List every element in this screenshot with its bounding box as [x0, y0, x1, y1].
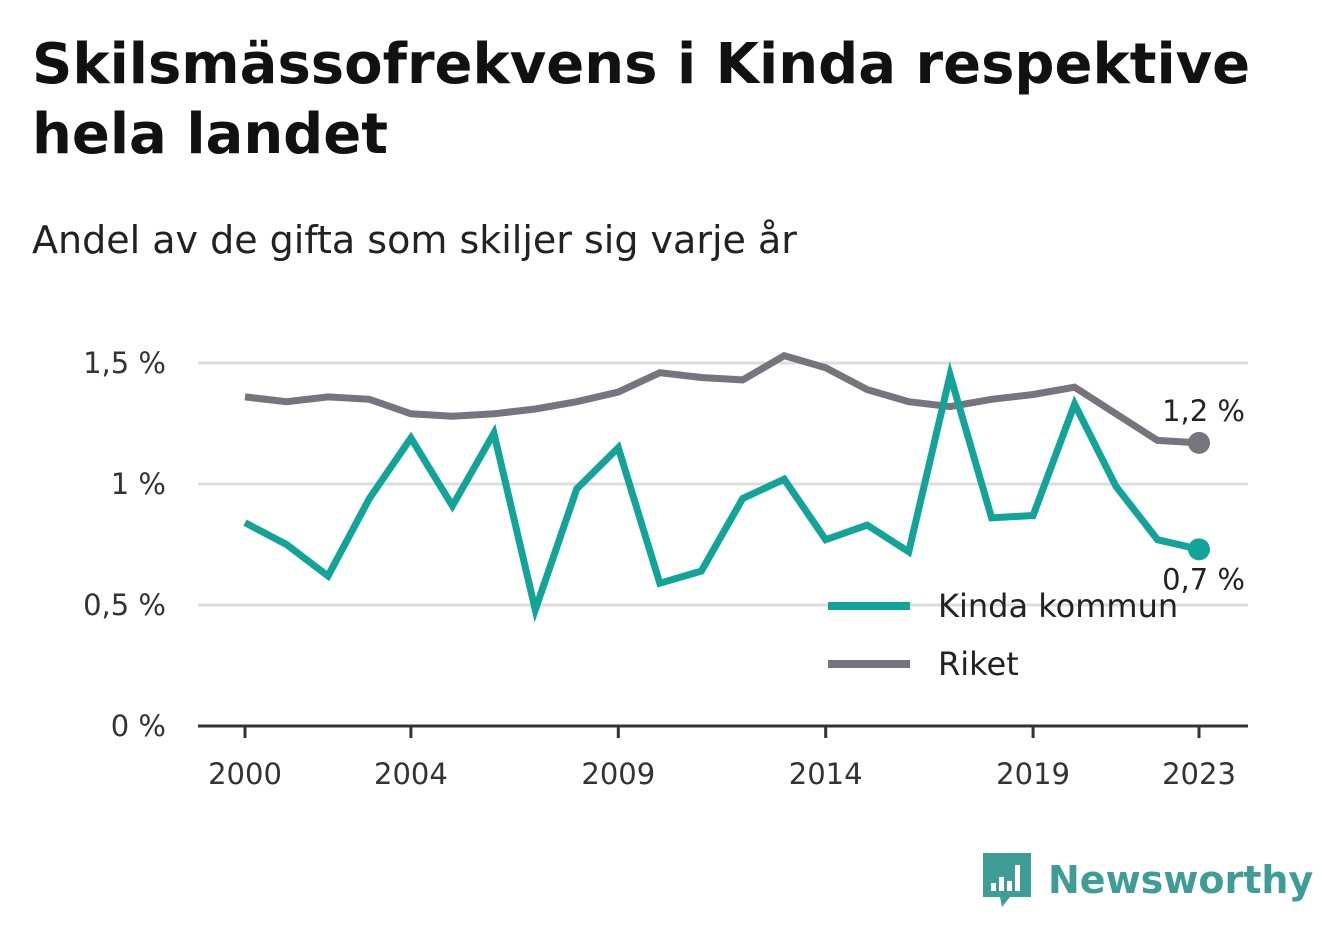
end-label-kinda: 0,7 %	[1162, 562, 1245, 596]
y-tick-label: 1,5 %	[83, 346, 166, 380]
series-layer	[243, 351, 1210, 623]
legend-label: Kinda kommun	[938, 587, 1178, 625]
brand-name: Newsworthy	[1048, 858, 1314, 902]
axis-layer: 0 % 0,5 % 1 % 1,5 % 2000 2004 2009 2014 2019 2023	[83, 346, 1248, 791]
series-line-kinda	[243, 361, 1200, 623]
chart-title: Skilsmässofrekvens i Kinda respektive he…	[32, 32, 1251, 167]
chart-subtitle: Andel av de gifta som skiljer sig varje …	[32, 218, 797, 262]
grid-layer	[198, 361, 1248, 607]
y-tick-label: 0 %	[111, 709, 166, 743]
brand-logo: Newsworthy	[980, 850, 1313, 910]
end-label-riket: 1,2 %	[1162, 394, 1245, 428]
end-point-riket	[1188, 431, 1210, 454]
end-labels: 1,2 % 0,7 %	[1162, 394, 1245, 596]
x-tick-label: 2000	[208, 757, 282, 791]
legend: Kinda kommun Riket	[828, 587, 1178, 683]
end-point-kinda	[1188, 538, 1210, 561]
x-tick-label: 2004	[374, 757, 448, 791]
x-tick-label: 2023	[1162, 757, 1236, 791]
y-tick-label: 1 %	[111, 467, 166, 501]
x-tick-label: 2009	[581, 757, 655, 791]
y-tick-label: 0,5 %	[83, 588, 166, 622]
series-line-riket	[244, 351, 1200, 447]
x-tick-label: 2014	[789, 757, 863, 791]
legend-label: Riket	[938, 645, 1019, 683]
newsworthy-logo-icon	[983, 853, 1031, 907]
x-tick-label: 2019	[996, 757, 1070, 791]
